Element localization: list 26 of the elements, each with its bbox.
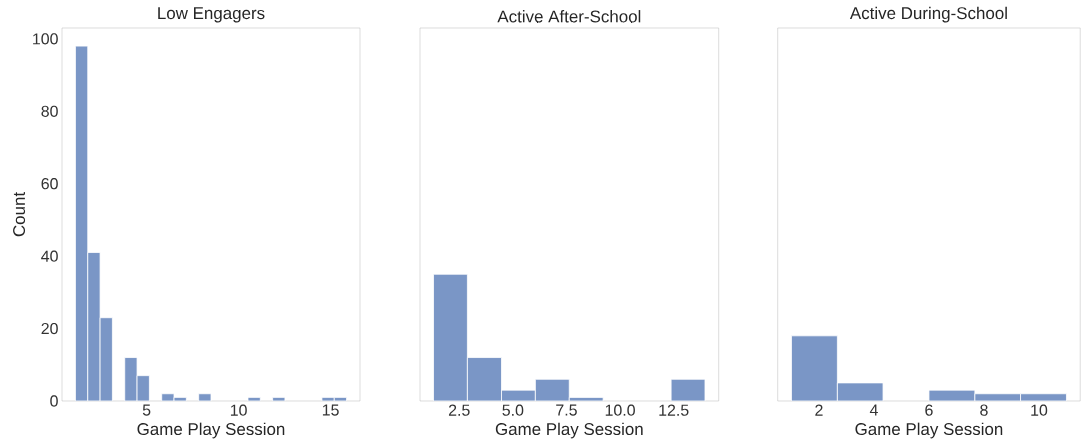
x-tick-label: 2 [815,404,823,416]
chart-title: Low Engagers [158,7,265,23]
x-tick-label: 8 [980,404,988,416]
y-tick-label: 60 [41,178,58,190]
x-tick-label: 4 [869,404,878,416]
x-tick-label: 5 [142,404,151,416]
x-tick-label: 6 [925,404,933,416]
x-tick-label: 5.0 [502,404,524,416]
chart-title: Active After-School [497,10,641,23]
y-tick-label: 80 [41,105,58,118]
x-tick-label: 2.5 [448,404,470,416]
x-axis-title: Game Play Session [495,422,643,439]
x-tick-label: 12.5 [659,404,689,416]
x-axis-title: Game Play Session [137,422,285,439]
x-axis-title: Game Play Session [855,422,1003,439]
x-tick-label: 10 [230,404,247,416]
y-tick-label: 40 [41,250,58,262]
y-axis-title: Count [13,192,26,237]
x-tick-label: 7.5 [556,404,577,416]
chart-title: Active During-School [849,6,1007,23]
y-tick-label: 20 [41,323,58,335]
x-tick-label: 10 [1031,404,1048,416]
y-tick-label: 0 [50,395,58,407]
x-tick-label: 10.0 [605,404,635,416]
x-tick-label: 15 [322,404,339,416]
y-tick-label: 100 [33,33,58,45]
